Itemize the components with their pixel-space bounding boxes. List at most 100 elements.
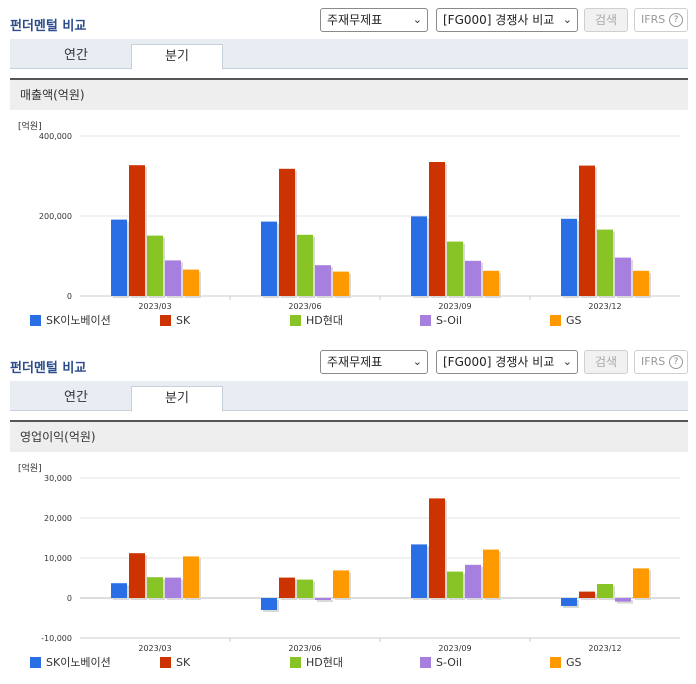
compare-select-value: [FG000] 경쟁사 비교	[443, 13, 555, 27]
bar-gs-2023-03	[183, 556, 199, 598]
y-tick-label: 0	[67, 292, 72, 301]
x-tick-label: 2023/03	[138, 644, 171, 653]
legend-label: S-Oil	[436, 314, 463, 327]
bar-hd--2023-06	[297, 579, 313, 598]
tab-quarterly[interactable]: 분기	[131, 386, 223, 412]
bar-s-oil-2023-06	[315, 265, 331, 296]
chart-legend: SK이노베이션 SK HD현대 S-Oil GS	[30, 655, 690, 671]
bar-sk--2023-03	[111, 219, 127, 296]
y-tick-label: 10,000	[44, 554, 72, 563]
sales-section: 펀더멘털 비교 주재무제표 ⌄ [FG000] 경쟁사 비교 ⌄ 검색 IFRS…	[0, 8, 696, 338]
bar-sk-2023-09	[429, 162, 445, 296]
sales-chart-svg: [억원] 0 200,000 400,000 2023/03 2023/06 2023/09…	[18, 120, 680, 311]
bar-s-oil-2023-06	[315, 598, 331, 600]
chevron-down-icon: ⌄	[562, 355, 572, 368]
tab-annual[interactable]: 연간	[64, 48, 88, 63]
bar-hd--2023-06	[297, 234, 313, 296]
bar-sk--2023-03	[111, 583, 127, 598]
ifrs-button[interactable]: IFRS ?	[634, 8, 688, 32]
bar-s-oil-2023-03	[165, 577, 181, 598]
bar-sk-2023-03	[129, 165, 145, 296]
chevron-down-icon: ⌄	[562, 13, 572, 26]
statement-select[interactable]: 주재무제표 ⌄	[320, 350, 428, 374]
statement-select[interactable]: 주재무제표 ⌄	[320, 8, 428, 32]
x-tick-label: 2023/03	[138, 302, 171, 311]
search-button[interactable]: 검색	[584, 8, 628, 32]
section-header: 펀더멘털 비교 주재무제표 ⌄ [FG000] 경쟁사 비교 ⌄ 검색 IFRS…	[0, 8, 696, 38]
bar-sk--2023-06	[261, 598, 277, 610]
statement-select-value: 주재무제표	[327, 13, 383, 27]
bar-sk--2023-12	[561, 598, 577, 606]
search-button[interactable]: 검색	[584, 350, 628, 374]
legend-label: SK이노베이션	[46, 656, 111, 669]
legend-swatch	[30, 315, 41, 326]
bar-s-oil-2023-12	[615, 598, 631, 602]
sales-chart: [억원] 0 200,000 400,000 2023/03 2023/06 2023/09…	[10, 112, 688, 334]
legend-swatch	[420, 315, 431, 326]
legend-swatch	[30, 657, 41, 668]
bar-hd--2023-12	[597, 229, 613, 296]
bar-sk-2023-03	[129, 553, 145, 598]
chart-subtitle: 매출액(억원)	[10, 78, 688, 110]
chart-legend: SK이노베이션 SK HD현대 S-Oil GS	[30, 313, 690, 329]
ifrs-label: IFRS	[641, 13, 666, 26]
bar-hd--2023-09	[447, 241, 463, 296]
legend-label: SK	[176, 314, 191, 327]
bar-gs-2023-12	[633, 270, 649, 296]
legend-label: HD현대	[306, 656, 343, 669]
y-tick-label: 200,000	[39, 212, 72, 221]
section-title: 펀더멘털 비교	[10, 19, 87, 34]
bar-gs-2023-06	[333, 570, 349, 598]
legend-swatch	[290, 657, 301, 668]
bar-sk-2023-09	[429, 498, 445, 598]
x-tick-label: 2023/09	[438, 644, 471, 653]
y-unit-label: [억원]	[18, 120, 42, 132]
bar-gs-2023-09	[483, 270, 499, 296]
bar-s-oil-2023-09	[465, 260, 481, 296]
compare-select-value: [FG000] 경쟁사 비교	[443, 355, 555, 369]
legend-label: GS	[566, 656, 582, 669]
legend-swatch	[160, 315, 171, 326]
bar-s-oil-2023-09	[465, 564, 481, 598]
y-tick-label: 20,000	[44, 514, 72, 523]
bar-sk-2023-12	[579, 165, 595, 296]
bar-gs-2023-06	[333, 271, 349, 296]
operating-profit-section: 펀더멘털 비교 주재무제표 ⌄ [FG000] 경쟁사 비교 ⌄ 검색 IFRS…	[0, 350, 696, 684]
y-tick-label: 400,000	[39, 132, 72, 141]
bar-hd--2023-09	[447, 571, 463, 598]
bar-hd--2023-12	[597, 584, 613, 598]
x-tick-label: 2023/06	[288, 644, 321, 653]
compare-select[interactable]: [FG000] 경쟁사 비교 ⌄	[436, 350, 578, 374]
legend-label: GS	[566, 314, 582, 327]
statement-select-value: 주재무제표	[327, 355, 383, 369]
bar-sk--2023-09	[411, 216, 427, 296]
ifrs-label: IFRS	[641, 355, 666, 368]
tab-annual[interactable]: 연간	[64, 390, 88, 405]
bar-gs-2023-12	[633, 568, 649, 598]
legend-swatch	[290, 315, 301, 326]
operating-profit-chart-svg: [억원] -10,000 0 10,000 20,000 30,000 2023/03 202…	[18, 462, 680, 653]
bar-sk-2023-12	[579, 591, 595, 598]
tab-quarterly[interactable]: 분기	[131, 44, 223, 70]
bar-s-oil-2023-03	[165, 260, 181, 296]
x-tick-label: 2023/12	[588, 644, 621, 653]
bar-sk-2023-06	[279, 577, 295, 598]
y-tick-label: -10,000	[41, 634, 72, 643]
bar-sk--2023-06	[261, 221, 277, 296]
bar-sk--2023-09	[411, 544, 427, 598]
chevron-down-icon: ⌄	[412, 355, 422, 368]
legend-label: S-Oil	[436, 656, 463, 669]
legend-label: HD현대	[306, 314, 343, 327]
x-tick-label: 2023/06	[288, 302, 321, 311]
help-icon: ?	[669, 13, 683, 27]
bar-gs-2023-09	[483, 549, 499, 598]
compare-select[interactable]: [FG000] 경쟁사 비교 ⌄	[436, 8, 578, 32]
legend-swatch	[160, 657, 171, 668]
x-tick-label: 2023/12	[588, 302, 621, 311]
bar-shadow	[317, 600, 333, 602]
ifrs-button[interactable]: IFRS ?	[634, 350, 688, 374]
legend-swatch	[420, 657, 431, 668]
y-unit-label: [억원]	[18, 462, 42, 474]
section-header: 펀더멘털 비교 주재무제표 ⌄ [FG000] 경쟁사 비교 ⌄ 검색 IFRS…	[0, 350, 696, 380]
period-tabs: 연간 분기	[10, 39, 688, 70]
